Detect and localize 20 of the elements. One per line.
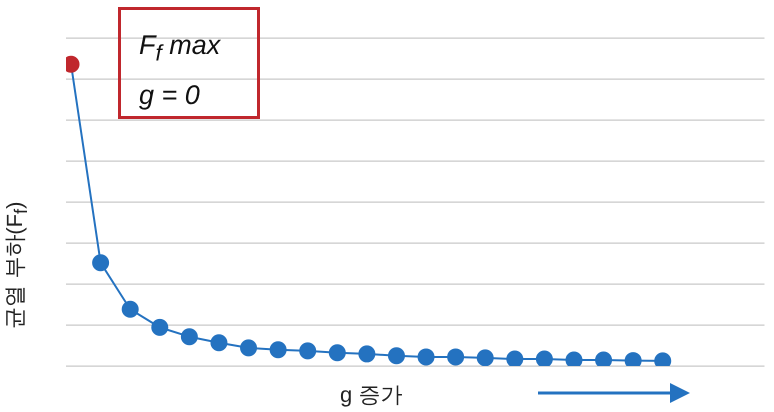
point — [180, 328, 198, 346]
point — [595, 351, 612, 366]
point — [536, 350, 553, 366]
point — [92, 254, 110, 272]
point — [270, 341, 287, 358]
point — [565, 351, 582, 366]
point — [151, 318, 168, 336]
point — [122, 300, 139, 318]
point — [358, 345, 376, 362]
point — [210, 334, 228, 352]
point — [418, 348, 435, 366]
point — [447, 348, 464, 366]
point — [328, 344, 346, 362]
x-axis-title: g 증가 — [340, 381, 402, 409]
annotation: F$_{f}$ max g = 0 — [118, 7, 260, 119]
point — [388, 347, 405, 364]
point — [299, 342, 316, 360]
point — [240, 339, 258, 356]
point — [506, 350, 524, 366]
point — [476, 349, 494, 366]
